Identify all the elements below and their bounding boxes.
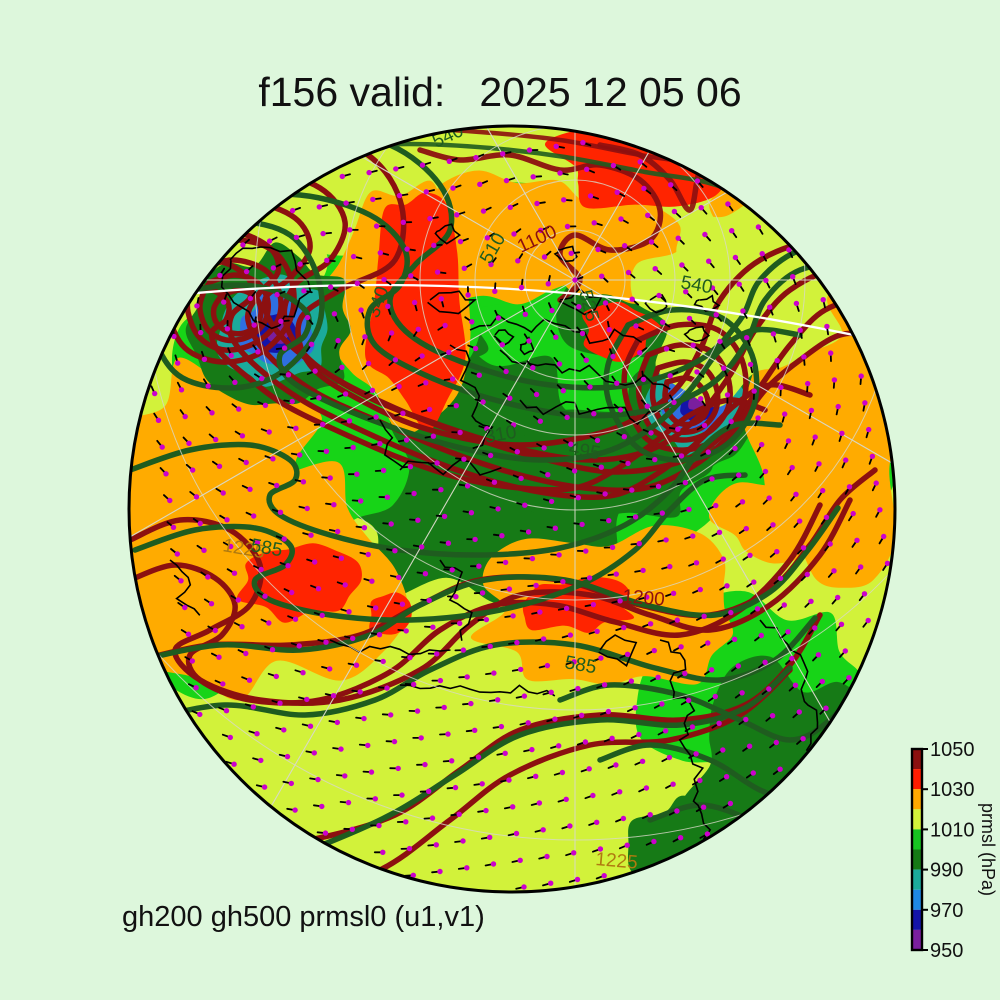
svg-text:1225: 1225 xyxy=(595,849,639,874)
svg-text:950: 950 xyxy=(930,940,963,962)
svg-text:1200: 1200 xyxy=(622,586,666,611)
svg-text:1050: 1050 xyxy=(930,739,975,761)
svg-text:970: 970 xyxy=(930,900,963,922)
svg-text:prmsl (hPa): prmsl (hPa) xyxy=(978,803,998,896)
svg-text:1010: 1010 xyxy=(930,819,975,841)
svg-text:990: 990 xyxy=(930,860,963,882)
svg-text:1030: 1030 xyxy=(930,779,975,801)
